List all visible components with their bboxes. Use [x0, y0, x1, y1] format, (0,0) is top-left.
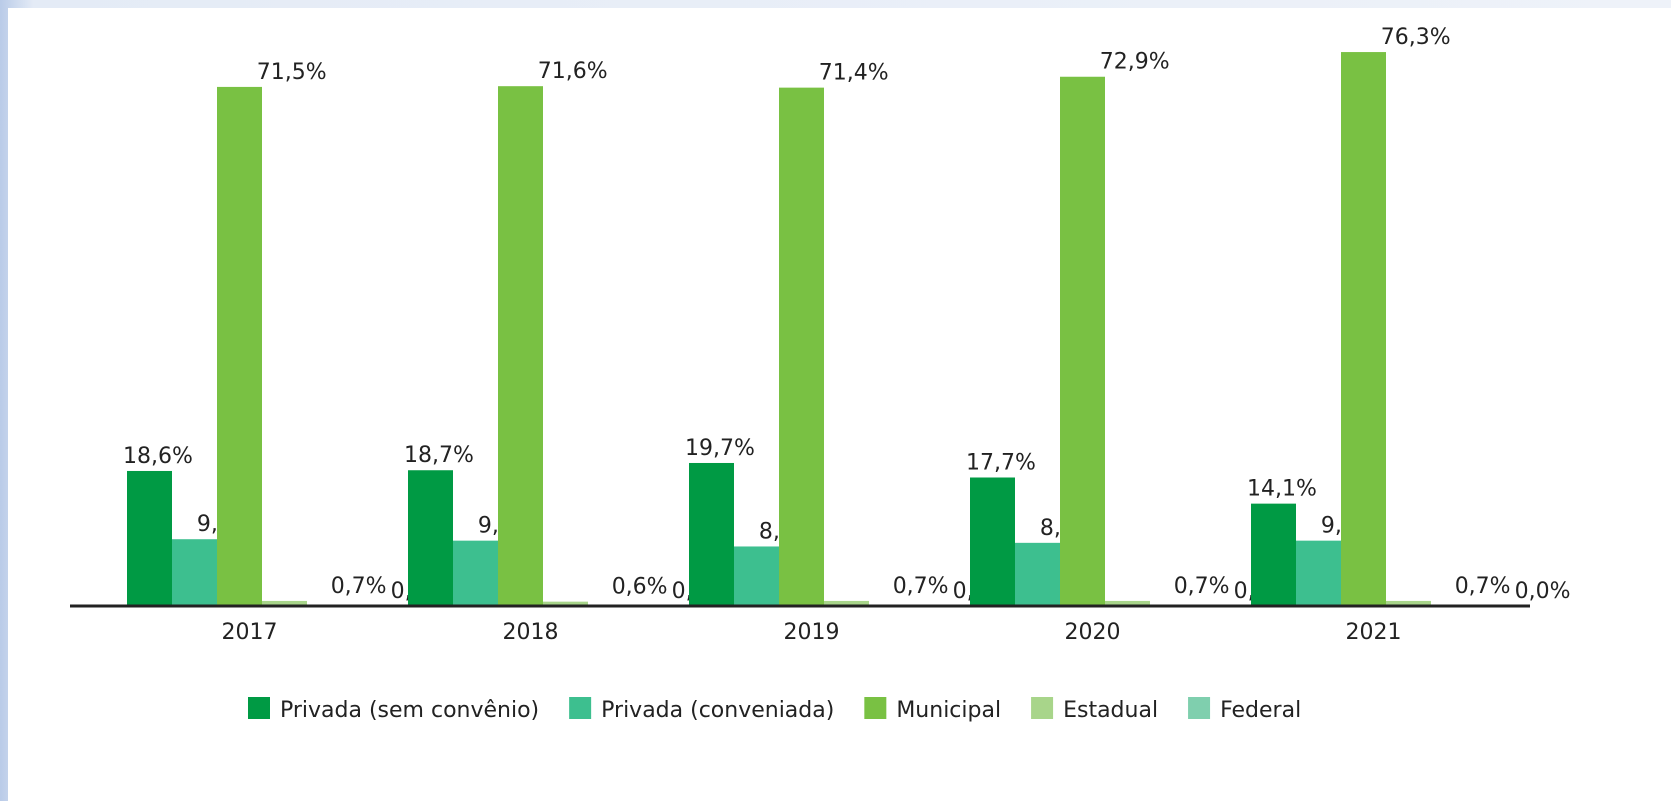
- bar: [453, 540, 498, 606]
- bar: [1251, 503, 1296, 606]
- bar: [1105, 600, 1150, 606]
- legend-swatch: [864, 697, 887, 719]
- value-label: 0,7%: [331, 574, 387, 599]
- value-label: 18,6%: [123, 444, 193, 469]
- legend-label: Privada (sem convênio): [280, 698, 539, 723]
- value-label: 0,6%: [612, 575, 668, 600]
- legend-swatch: [569, 697, 592, 719]
- legend-swatch: [1031, 697, 1054, 719]
- bar: [172, 539, 217, 606]
- bar: [408, 470, 453, 606]
- bar: [824, 600, 869, 606]
- legend-label: Municipal: [896, 698, 1001, 723]
- value-label: 0,7%: [1455, 574, 1511, 599]
- x-tick-label: 2017: [222, 620, 278, 645]
- value-label: 14,1%: [1247, 477, 1317, 502]
- chart: 18,6%9,2%71,5%0,7%0,0%201718,7%9,0%71,6%…: [8, 8, 1671, 801]
- bar: [543, 601, 588, 606]
- value-label: 0,7%: [893, 574, 949, 599]
- bar: [689, 462, 734, 606]
- value-label: 17,7%: [966, 450, 1036, 475]
- value-label: 19,7%: [685, 436, 755, 461]
- x-tick-label: 2018: [503, 620, 559, 645]
- bar: [217, 86, 262, 606]
- bar: [1386, 600, 1431, 606]
- x-tick-label: 2020: [1065, 620, 1121, 645]
- bar: [1015, 542, 1060, 606]
- legend-label: Federal: [1220, 698, 1301, 723]
- value-label: 71,4%: [819, 61, 889, 86]
- value-label: 72,9%: [1100, 50, 1170, 75]
- legend-label: Estadual: [1063, 698, 1158, 723]
- x-tick-label: 2021: [1346, 620, 1402, 645]
- bar: [779, 87, 824, 607]
- bar: [734, 546, 779, 606]
- x-tick-label: 2019: [784, 620, 840, 645]
- value-label: 76,3%: [1381, 25, 1451, 50]
- bar: [970, 477, 1015, 606]
- bar: [1060, 76, 1105, 607]
- bar: [1296, 540, 1341, 606]
- legend-label: Privada (conveniada): [601, 698, 834, 723]
- legend-swatch: [248, 697, 270, 719]
- value-label: 0,0%: [1515, 579, 1571, 604]
- value-label: 71,6%: [538, 59, 608, 84]
- bar: [127, 470, 172, 606]
- value-label: 18,7%: [404, 443, 474, 468]
- bar: [262, 600, 307, 606]
- legend-swatch: [1188, 697, 1211, 719]
- bar: [498, 86, 543, 606]
- bar: [1341, 52, 1386, 606]
- value-label: 71,5%: [257, 60, 327, 85]
- value-label: 0,7%: [1174, 574, 1230, 599]
